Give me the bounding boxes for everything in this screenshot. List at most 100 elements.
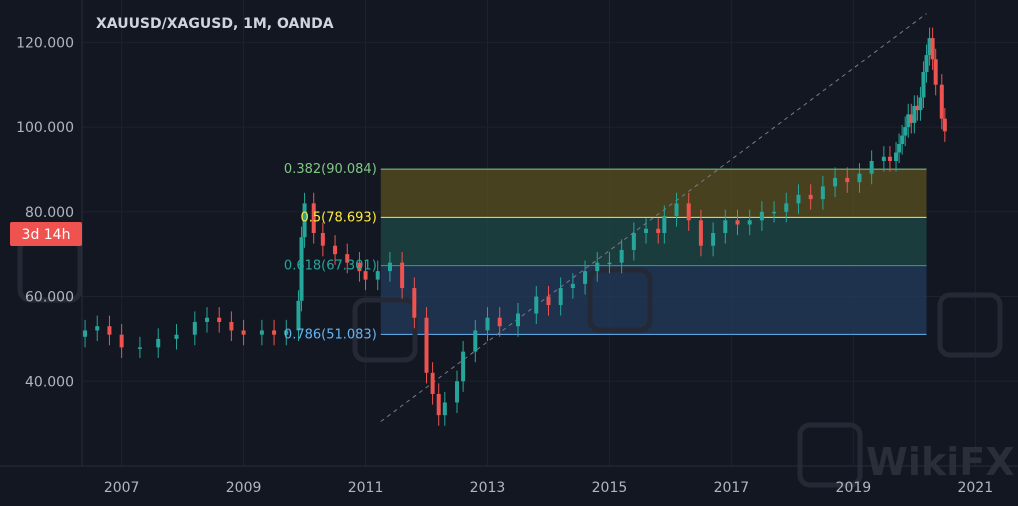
watermark-icon [352, 297, 418, 363]
y-tick-label: 60.000 [25, 290, 74, 306]
candle-body [83, 330, 88, 337]
candle-body [363, 271, 368, 280]
candle-body [259, 330, 264, 335]
fib-level-label: 0.618(67.301) [284, 259, 377, 274]
x-tick-label: 2011 [348, 480, 384, 496]
candle-body [546, 296, 551, 306]
candle-body [939, 84, 944, 119]
candle-body [735, 220, 740, 225]
candle-body [607, 262, 612, 265]
candle-body [808, 194, 813, 200]
candle-body [784, 203, 789, 212]
candle-body [515, 313, 520, 327]
watermark-icon [937, 292, 1003, 358]
chart-title: XAUUSD/XAGUSD, 1M, OANDA [96, 16, 334, 32]
y-tick-label: 120.000 [16, 35, 74, 51]
candle-body [497, 317, 502, 327]
candle-body [631, 233, 636, 250]
watermark-icon [797, 422, 863, 488]
candle-body [595, 262, 600, 272]
candle-body [927, 38, 932, 56]
candle-body [558, 288, 563, 306]
candle-body [918, 97, 923, 111]
candle-body [442, 402, 447, 416]
candle-body [900, 135, 905, 145]
candle-body [272, 330, 277, 335]
candle-body [424, 317, 429, 373]
candle-body [107, 326, 112, 335]
countdown-badge [10, 222, 82, 246]
candle-body [686, 203, 691, 221]
candle-body [333, 245, 338, 255]
candle-body [909, 114, 914, 123]
candle-body [95, 326, 100, 331]
candle-body [299, 237, 304, 301]
candle-body [915, 105, 920, 111]
candle-body [674, 203, 679, 217]
candle-body [192, 321, 197, 335]
candle-body [241, 330, 246, 335]
candle-body [723, 220, 728, 233]
candle-body [833, 177, 838, 187]
candle-body [430, 372, 435, 394]
candle-body [857, 173, 862, 183]
candle-body [284, 330, 289, 335]
candle-body [869, 160, 874, 174]
candle-body [796, 194, 801, 204]
fib-band [380, 217, 927, 266]
candle-body [357, 262, 362, 272]
y-tick-label: 40.000 [25, 374, 74, 390]
fib-band [380, 169, 927, 218]
y-tick-label: 100.000 [16, 120, 74, 136]
candle-body [302, 203, 307, 238]
watermark-icon [587, 267, 653, 333]
candle-body [656, 228, 661, 233]
x-tick-label: 2009 [226, 480, 262, 496]
candle-body [887, 156, 892, 161]
candle-body [759, 211, 764, 221]
candle-body [174, 334, 179, 339]
candle-body [711, 233, 716, 246]
candle-body [820, 186, 825, 200]
candle-body [921, 72, 926, 98]
candle-body [296, 300, 301, 331]
fib-level-label: 0.5(78.693) [300, 210, 376, 225]
candle-body [455, 381, 460, 403]
candle-body [772, 211, 777, 214]
candle-body [320, 233, 325, 246]
candle-body [156, 338, 161, 348]
candle-body [942, 118, 947, 132]
candle-body [311, 203, 316, 233]
candle-body [473, 330, 478, 352]
candle-body [205, 317, 210, 322]
x-tick-label: 2007 [104, 480, 140, 496]
candle-body [912, 105, 917, 123]
y-tick-label: 80.000 [25, 205, 74, 221]
fib-level-label: 0.382(90.084) [284, 162, 377, 177]
candle-body [387, 262, 392, 272]
candle-body [906, 114, 911, 128]
candle-body [137, 347, 142, 349]
candle-body [461, 351, 466, 382]
fib-trend-line [380, 13, 927, 422]
candle-body [485, 317, 490, 331]
candle-body [644, 228, 649, 233]
candle-body [933, 59, 938, 85]
watermark-text: WikiFX [866, 440, 1015, 484]
candle-body [881, 156, 886, 161]
candle-body [119, 334, 124, 348]
fib-level-label: 0.786(51.083) [284, 327, 377, 342]
candle-body [924, 55, 929, 73]
candle-body [229, 321, 234, 331]
countdown-badge-label: 3d 14h [22, 227, 71, 243]
candle-body [436, 393, 441, 416]
candle-body [412, 288, 417, 318]
candle-body [534, 296, 539, 314]
candle-body [903, 127, 908, 136]
candle-body [894, 152, 899, 161]
candle-body [217, 317, 222, 322]
candle-body [747, 220, 752, 225]
x-tick-label: 2019 [836, 480, 872, 496]
candle-body [930, 38, 935, 60]
